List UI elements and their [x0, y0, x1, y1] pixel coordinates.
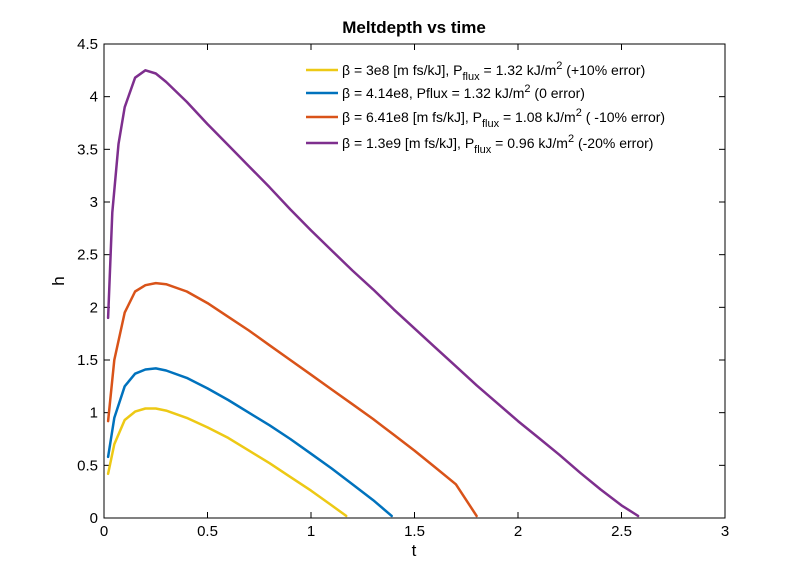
legend-entry-4: β = 1.3e9 [m fs/kJ], Pflux = 0.96 kJ/m2 … — [306, 133, 653, 156]
y-tick-label: 3 — [90, 194, 98, 211]
y-tick-label: 2 — [90, 299, 98, 316]
x-axis: 0 0.5 1 1.5 2 2.5 3 — [100, 44, 729, 540]
series-lines — [106, 69, 640, 518]
y-tick-label: 0 — [90, 510, 98, 527]
x-tick-label: 3 — [721, 523, 729, 540]
x-tick-label: 2 — [514, 523, 522, 540]
y-axis: 0 0.5 1 1.5 2 2.5 3 3.5 4 4.5 — [77, 36, 725, 527]
legend: β = 3e8 [m fs/kJ], Pflux = 1.32 kJ/m2 (+… — [306, 60, 665, 156]
y-tick-label: 4 — [90, 89, 98, 106]
legend-label: β = 6.41e8 [m fs/kJ], Pflux = 1.08 kJ/m2… — [342, 107, 665, 130]
y-axis-label: h — [49, 276, 68, 285]
chart-title: Meltdepth vs time — [342, 18, 486, 37]
y-tick-label: 3.5 — [77, 141, 98, 158]
y-tick-label: 2.5 — [77, 247, 98, 264]
x-tick-label: 0.5 — [197, 523, 218, 540]
y-tick-label: 1.5 — [77, 352, 98, 369]
series-line-3 — [106, 281, 478, 518]
legend-entry-1: β = 3e8 [m fs/kJ], Pflux = 1.32 kJ/m2 (+… — [306, 60, 645, 83]
legend-label: β = 1.3e9 [m fs/kJ], Pflux = 0.96 kJ/m2 … — [342, 133, 653, 156]
series-line-1 — [106, 407, 348, 518]
x-tick-label: 1.5 — [404, 523, 425, 540]
y-tick-label: 4.5 — [77, 36, 98, 53]
y-tick-label: 0.5 — [77, 457, 98, 474]
legend-label: β = 4.14e8, Pflux = 1.32 kJ/m2 (0 error) — [342, 83, 585, 101]
series-line-2 — [106, 367, 393, 518]
y-tick-label: 1 — [90, 405, 98, 422]
x-axis-label: t — [412, 541, 417, 560]
x-tick-label: 1 — [307, 523, 315, 540]
legend-entry-3: β = 6.41e8 [m fs/kJ], Pflux = 1.08 kJ/m2… — [306, 107, 665, 130]
legend-entry-2: β = 4.14e8, Pflux = 1.32 kJ/m2 (0 error) — [306, 83, 585, 101]
x-tick-label: 2.5 — [611, 523, 632, 540]
legend-label: β = 3e8 [m fs/kJ], Pflux = 1.32 kJ/m2 (+… — [342, 60, 645, 83]
x-tick-label: 0 — [100, 523, 108, 540]
series-line-4 — [106, 69, 640, 518]
